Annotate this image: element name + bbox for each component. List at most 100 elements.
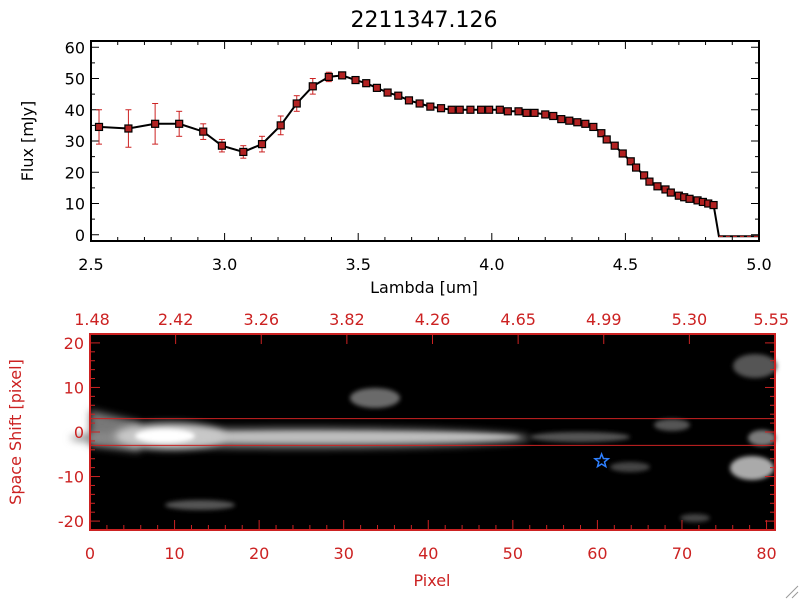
spectrum-data-point	[530, 108, 539, 117]
spectrum-data-point	[362, 79, 371, 88]
image-x-tick-label: 50	[503, 544, 523, 563]
image-y-tick-label: -10	[58, 468, 84, 487]
star-marker-icon	[593, 451, 611, 469]
spectrum-data-point	[415, 99, 424, 108]
spectrum-data-point	[485, 105, 494, 114]
spectrum-title: 2211347.126	[351, 8, 498, 33]
image-y-tick-label: -20	[58, 512, 84, 531]
image-y-axis: -20 -10 0 10 20	[58, 334, 775, 531]
image-top-tick-label: 3.82	[329, 310, 365, 329]
spectrum-data-point	[626, 157, 635, 166]
spectral-image-plot: 0 10 20 30 40 50 60 70 80 -20 -10 0 10 20 1.48 2.42 3.…	[6, 310, 789, 590]
image-y-tick-label: 10	[64, 378, 84, 397]
spectrum-data-point	[94, 122, 104, 132]
spectrum-data-point	[640, 171, 649, 180]
spectrum-x-tick-label: 5.0	[746, 255, 771, 274]
image-x-tick-label: 0	[85, 544, 95, 563]
image-x-tick-label: 40	[418, 544, 438, 563]
spectrum-data-point	[217, 141, 227, 150]
image-top-tick-label: 1.48	[74, 310, 110, 329]
resize-grip-icon[interactable]	[785, 585, 799, 599]
spectrum-data-point	[436, 104, 446, 113]
spectrum-data-point	[549, 111, 558, 121]
spectrum-tail-line	[712, 204, 759, 238]
spectrum-data-point	[383, 88, 392, 97]
spectrum-data-point	[653, 182, 662, 191]
spectrum-data-point	[257, 140, 267, 149]
spectrum-y-tick-label: 60	[65, 38, 85, 57]
spectrum-plot: 2211347.126 2.5 3.0 3.5 4.0 4.5 5.0 0 10 20 30 40…	[18, 8, 772, 297]
spectrum-data-point	[565, 116, 574, 125]
image-x-tick-label: 80	[756, 544, 776, 563]
spectrum-line	[98, 74, 714, 207]
spectrum-data-point	[426, 102, 435, 111]
spectrum-data-point	[466, 105, 475, 114]
spectrum-x-label: Lambda [um]	[370, 278, 478, 297]
image-top-tick-label: 5.55	[753, 310, 789, 329]
spectrum-data-point	[324, 72, 333, 82]
spectrum-data-point	[124, 124, 133, 133]
image-x-tick-label: 70	[672, 544, 692, 563]
spectrum-x-axis: 2.5 3.0 3.5 4.0 4.5 5.0	[78, 41, 772, 274]
spectrum-axes-frame	[90, 40, 760, 242]
spectrum-data-point	[239, 147, 248, 157]
spectrum-data-point	[308, 82, 317, 91]
spectrum-data-point	[589, 122, 598, 132]
spectrum-data-point	[541, 110, 550, 119]
spectrum-data-point	[597, 129, 606, 138]
image-x-axis: 0 10 20 30 40 50 60 70 80	[85, 520, 777, 563]
image-top-tick-label: 4.65	[500, 310, 536, 329]
spectrum-data-point	[503, 107, 512, 116]
image-top-tick-label: 4.26	[415, 310, 451, 329]
spectrum-data-point	[666, 188, 675, 197]
spectrum-y-axis: 0 10 20 30 40 50 60	[65, 38, 759, 245]
spectrum-y-tick-label: 50	[65, 70, 85, 89]
spectrum-data-point	[455, 105, 464, 114]
spectrum-x-tick-label: 4.0	[479, 255, 504, 274]
spectrum-data-point	[709, 200, 718, 210]
spectrum-data-point	[631, 163, 641, 172]
image-x-tick-label: 10	[164, 544, 184, 563]
spectrum-data-point	[276, 121, 285, 130]
image-x-tick-label: 20	[249, 544, 269, 563]
spectrum-data-point	[557, 115, 566, 124]
spectrum-data-point	[199, 127, 208, 136]
spectrum-data-point	[372, 83, 382, 92]
spectrum-x-tick-label: 4.5	[613, 255, 638, 274]
image-top-tick-label: 5.30	[672, 310, 708, 329]
image-x-tick-label: 30	[334, 544, 354, 563]
image-y-tick-label: 0	[74, 423, 84, 442]
spectrum-data-point	[514, 107, 523, 116]
image-top-tick-label: 3.26	[243, 310, 279, 329]
spectrum-markers	[94, 71, 718, 210]
spectrum-data-point	[573, 118, 582, 127]
spectrum-data-point	[447, 105, 456, 114]
spectrum-data-point	[495, 105, 504, 114]
spectrum-data-point	[581, 119, 590, 128]
spectrum-data-point	[175, 119, 184, 128]
image-x-label: Pixel	[413, 571, 450, 590]
spectrum-data-point	[404, 96, 414, 105]
spectrum-data-point	[522, 108, 531, 117]
image-top-wavelength-axis: 1.48 2.42 3.26 3.82 4.26 4.65 4.99 5.30 5.55	[74, 310, 789, 344]
image-y-tick-label: 20	[64, 334, 84, 353]
spectrum-y-tick-label: 40	[65, 101, 85, 120]
spectrum-y-tick-label: 20	[65, 163, 85, 182]
spectrum-data-point	[351, 75, 360, 85]
spectrum-data-point	[394, 91, 403, 100]
spectrum-data-point	[477, 105, 486, 114]
spectrum-y-tick-label: 30	[65, 132, 85, 151]
trace-emission	[70, 354, 777, 522]
spectrum-x-tick-label: 3.0	[212, 255, 237, 274]
image-top-tick-label: 4.99	[586, 310, 622, 329]
spectrum-data-point	[338, 71, 347, 80]
spectrum-data-point	[685, 194, 694, 203]
image-x-tick-label: 60	[587, 544, 607, 563]
spectrum-y-tick-label: 0	[75, 226, 85, 245]
spectrum-data-point	[610, 141, 619, 150]
spectrum-data-point	[645, 177, 654, 186]
spectrum-data-point	[602, 135, 611, 144]
spectrum-y-label: Flux [mJy]	[18, 101, 37, 182]
spectrum-x-tick-label: 2.5	[78, 255, 103, 274]
